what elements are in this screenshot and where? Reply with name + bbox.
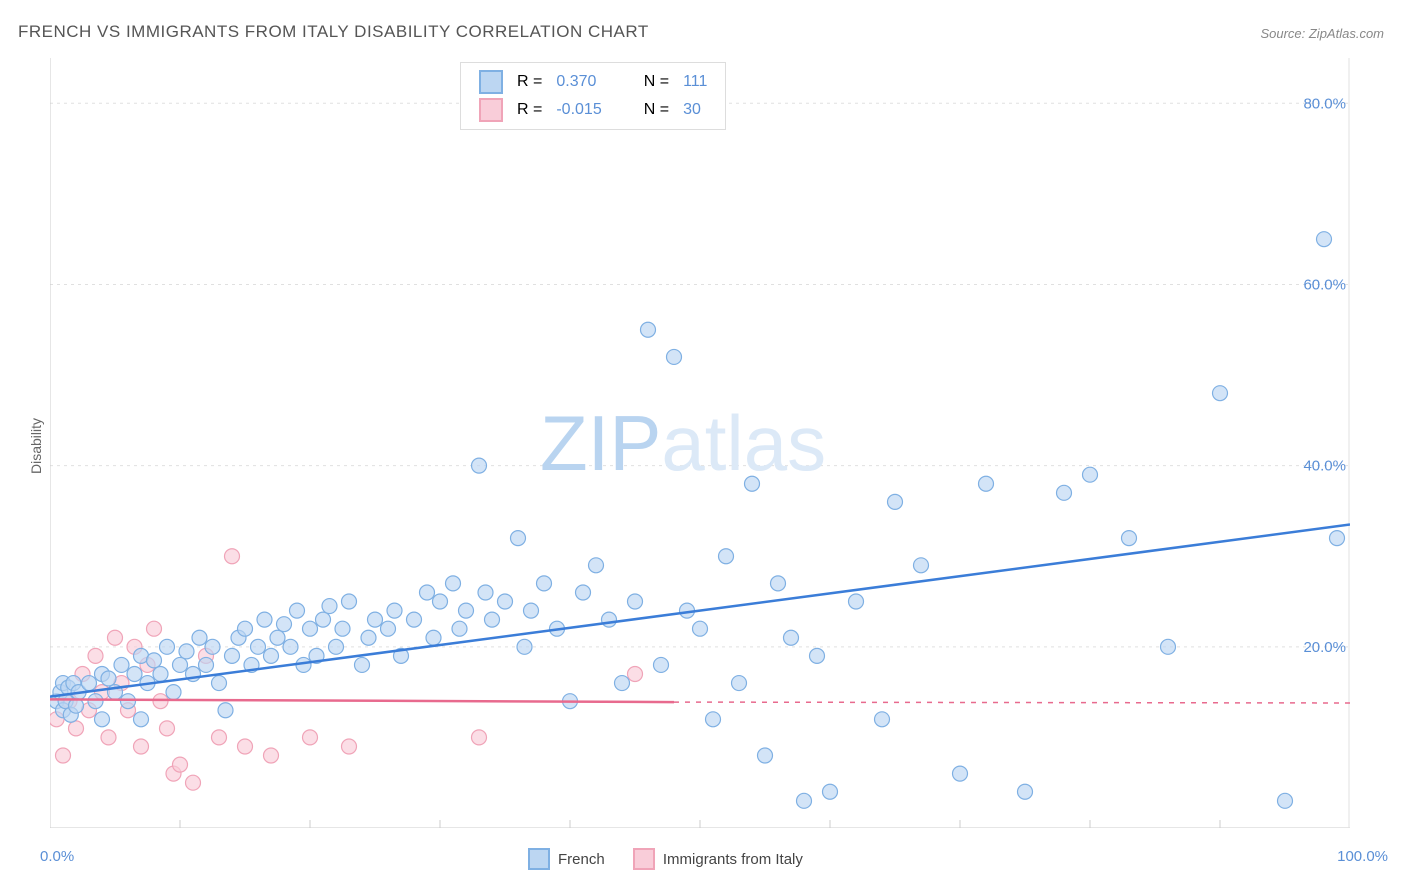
series-legend: French Immigrants from Italy	[528, 848, 827, 870]
y-axis-label: Disability	[28, 418, 44, 474]
svg-text:40.0%: 40.0%	[1303, 458, 1346, 475]
scatter-plot-svg: 20.0% 40.0% 60.0% 80.0%	[50, 58, 1350, 828]
stats-legend-table: R = 0.370 N = 111 R = -0.015 N = 30	[471, 67, 715, 125]
x-tick-min: 0.0%	[40, 848, 74, 865]
svg-text:20.0%: 20.0%	[1303, 639, 1346, 656]
x-tick-max: 100.0%	[1337, 848, 1388, 865]
chart-container: FRENCH VS IMMIGRANTS FROM ITALY DISABILI…	[0, 0, 1406, 892]
r-value: -0.015	[550, 97, 607, 123]
n-value: 30	[677, 97, 713, 123]
n-label: N =	[638, 69, 675, 95]
r-value: 0.370	[550, 69, 607, 95]
svg-text:80.0%: 80.0%	[1303, 95, 1346, 112]
legend-label-french: French	[558, 851, 605, 868]
r-label: R =	[511, 69, 548, 95]
swatch-french-icon	[528, 848, 550, 870]
svg-text:60.0%: 60.0%	[1303, 276, 1346, 293]
source-label: Source: ZipAtlas.com	[1260, 26, 1384, 41]
stats-legend: R = 0.370 N = 111 R = -0.015 N = 30	[460, 62, 726, 130]
n-value: 111	[677, 69, 713, 95]
swatch-italy-icon	[479, 98, 503, 122]
stats-row-italy: R = -0.015 N = 30	[473, 97, 713, 123]
n-label: N =	[638, 97, 675, 123]
plot-area: 20.0%40.0%60.0%80.0% ZIPatlas R = 0.370 …	[50, 58, 1350, 828]
r-label: R =	[511, 97, 548, 123]
chart-title: FRENCH VS IMMIGRANTS FROM ITALY DISABILI…	[18, 22, 649, 42]
legend-label-italy: Immigrants from Italy	[663, 851, 803, 868]
swatch-italy-icon	[633, 848, 655, 870]
swatch-french-icon	[479, 70, 503, 94]
stats-row-french: R = 0.370 N = 111	[473, 69, 713, 95]
